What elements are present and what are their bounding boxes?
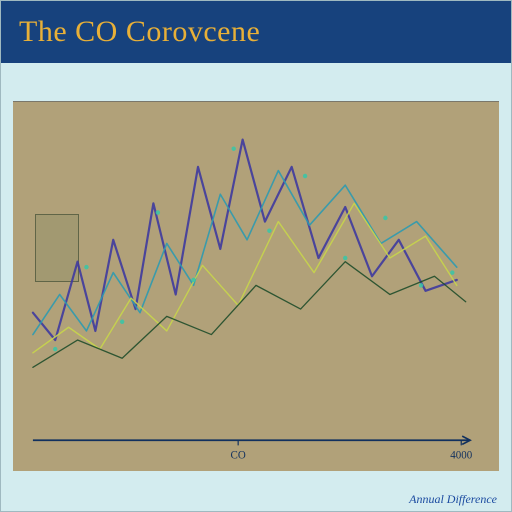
footer-text: Annual Difference (409, 492, 497, 506)
svg-text:4000: 4000 (450, 450, 472, 462)
chart-svg: CO 4000 (13, 102, 499, 471)
svg-text:CO: CO (231, 450, 246, 462)
title-bar: The CO Corovcene (1, 1, 511, 63)
slide-title: The CO Corovcene (19, 15, 260, 48)
chart-area: CO 4000 (13, 101, 499, 471)
slide-frame: The CO Corovcene CO 4000 Annual Differenc… (0, 0, 512, 512)
footer-credit: Annual Difference (409, 492, 497, 507)
